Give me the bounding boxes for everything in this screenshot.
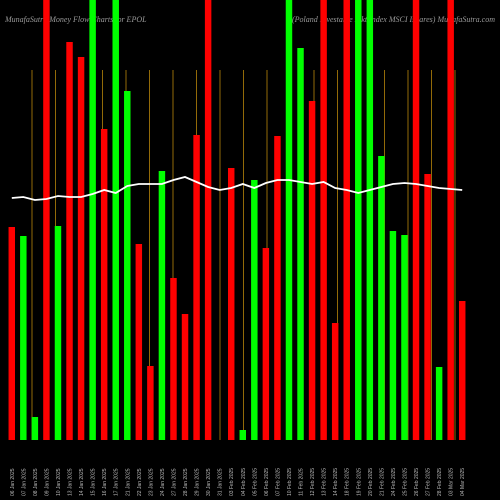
- bar: [274, 136, 281, 440]
- money-flow-line: [11, 176, 463, 201]
- bar: [204, 0, 212, 440]
- bar: [8, 227, 16, 440]
- x-tick-label: 29 Jan 2025: [195, 468, 201, 496]
- x-tick-label: 30 Jan 2025: [206, 468, 212, 496]
- bar: [424, 174, 431, 440]
- bar: [458, 301, 466, 440]
- bar: [170, 278, 177, 440]
- bar: [297, 48, 304, 440]
- bar: [89, 0, 96, 440]
- bar: [401, 235, 408, 440]
- x-tick-label: 17 Jan 2025: [114, 468, 120, 496]
- bar: [77, 57, 85, 440]
- x-tick-label: 08 Jan 2025: [33, 468, 39, 496]
- bar: [389, 231, 397, 440]
- bar: [239, 430, 247, 440]
- chart-title: MunafaSutra Money Flow Charts for EPOL: [4, 15, 147, 24]
- x-tick-label: 26 Feb 2025: [414, 468, 420, 496]
- bar: [43, 0, 50, 440]
- bar: [135, 244, 143, 440]
- x-tick-label: 24 Jan 2025: [160, 468, 166, 496]
- x-tick-label: 27 Jan 2025: [171, 468, 177, 496]
- x-tick-label: 25 Feb 2025: [402, 468, 408, 496]
- x-tick-label: 09 Jan 2025: [44, 468, 50, 496]
- bar: [435, 367, 443, 440]
- bar: [308, 101, 316, 440]
- x-tick-label: 07 Feb 2025: [275, 468, 281, 496]
- bar: [412, 0, 420, 440]
- bar: [147, 366, 154, 440]
- bar: [158, 171, 166, 440]
- bar: [20, 236, 27, 440]
- x-tick-label: 03 Mar 2025: [449, 468, 455, 496]
- x-tick-label: 16 Jan 2025: [102, 468, 108, 496]
- bar: [366, 0, 374, 440]
- bar: [447, 0, 454, 440]
- x-tick-label: 15 Jan 2025: [91, 468, 97, 496]
- x-tick-label: 12 Feb 2025: [310, 468, 316, 496]
- x-tick-label: 11 Feb 2025: [299, 468, 305, 496]
- x-tick-label: 21 Jan 2025: [125, 468, 131, 496]
- x-tick-label: 06 Jan 2025: [10, 468, 16, 496]
- x-tick-label: 28 Jan 2025: [183, 468, 189, 496]
- x-tick-label: 19 Feb 2025: [356, 468, 362, 496]
- x-tick-label: 24 Feb 2025: [391, 468, 397, 496]
- bar: [100, 129, 108, 440]
- bar: [112, 0, 119, 440]
- x-tick-label: 22 Jan 2025: [137, 468, 143, 496]
- bar: [331, 323, 339, 440]
- bar: [262, 248, 270, 440]
- x-tick-label: 21 Feb 2025: [379, 468, 385, 496]
- bar: [181, 314, 189, 440]
- bar: [193, 135, 200, 440]
- x-tick-label: 27 Feb 2025: [426, 468, 432, 496]
- x-tick-label: 28 Feb 2025: [437, 468, 443, 496]
- x-tick-label: 13 Jan 2025: [68, 468, 74, 496]
- x-tick-label: 18 Feb 2025: [345, 468, 351, 496]
- bar: [227, 168, 235, 440]
- x-tick-label: 10 Feb 2025: [287, 468, 293, 496]
- bar: [54, 226, 62, 440]
- x-tick-label: 04 Mar 2025: [460, 468, 466, 496]
- x-tick-label: 07 Jan 2025: [21, 468, 27, 496]
- x-tick-label: 10 Jan 2025: [56, 468, 62, 496]
- x-tick-label: 03 Feb 2025: [229, 468, 235, 496]
- bar: [343, 0, 350, 440]
- x-tick-label: 05 Feb 2025: [252, 468, 258, 496]
- x-tick-label: 04 Feb 2025: [241, 468, 247, 496]
- bar: [251, 180, 258, 440]
- x-tick-label: 14 Jan 2025: [79, 468, 85, 496]
- bar: [66, 42, 73, 440]
- x-tick-label: 23 Jan 2025: [148, 468, 154, 496]
- x-tick-label: 13 Feb 2025: [322, 468, 328, 496]
- bar: [355, 0, 362, 440]
- bar: [378, 156, 385, 440]
- x-tick-label: 31 Jan 2025: [218, 468, 224, 496]
- x-tick-label: 14 Feb 2025: [333, 468, 339, 496]
- x-tick-label: 20 Feb 2025: [368, 468, 374, 496]
- x-tick-label: 06 Feb 2025: [264, 468, 270, 496]
- bar: [124, 91, 131, 440]
- bar: [285, 0, 293, 440]
- chart-subtitle: (Poland Investable Mkt Index MSCI Ishare…: [292, 15, 495, 24]
- bar: [31, 417, 39, 440]
- bar: [320, 0, 327, 440]
